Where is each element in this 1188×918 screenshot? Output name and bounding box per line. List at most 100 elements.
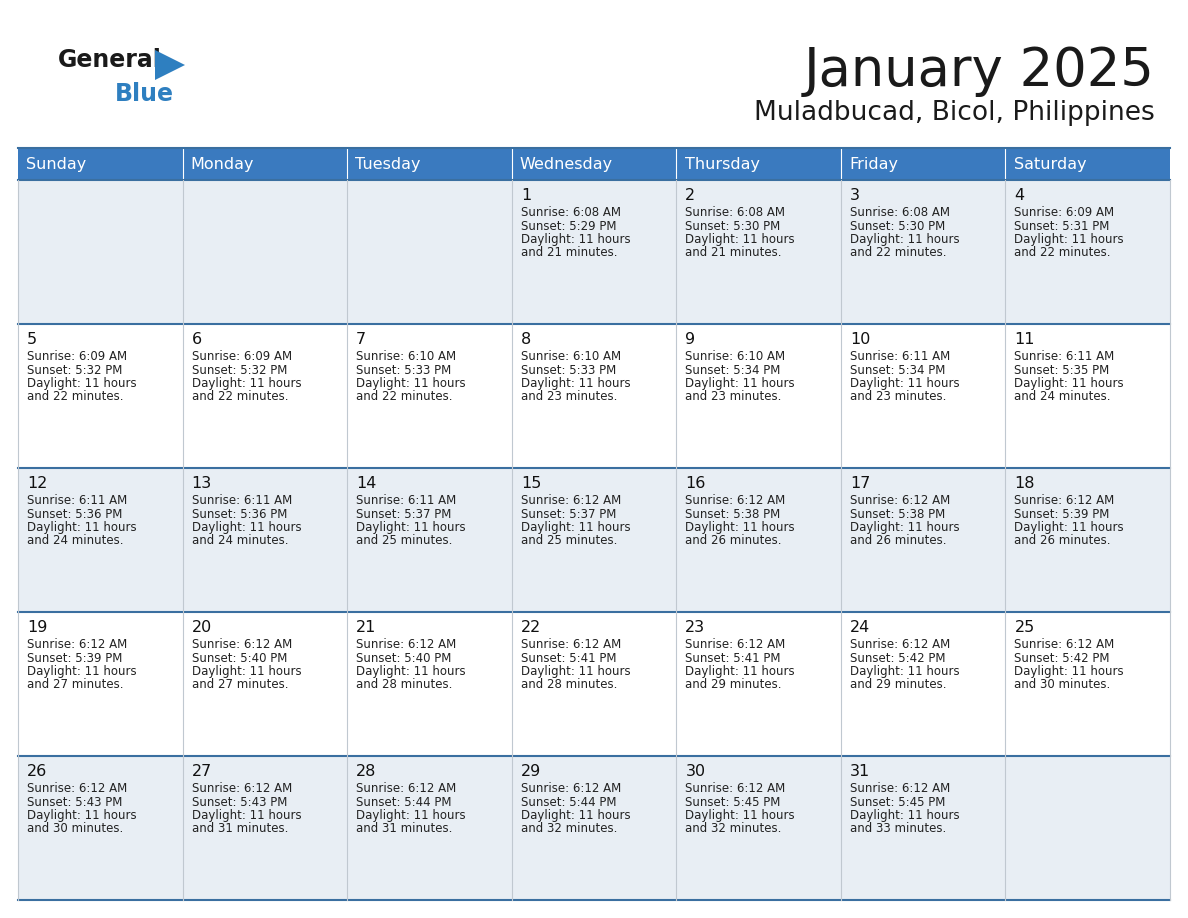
Text: 10: 10 — [849, 332, 871, 347]
Text: Sunrise: 6:11 AM: Sunrise: 6:11 AM — [27, 494, 127, 507]
Text: Sunrise: 6:12 AM: Sunrise: 6:12 AM — [356, 638, 456, 651]
Bar — [841, 148, 1005, 180]
Text: Saturday: Saturday — [1013, 156, 1086, 172]
Text: and 25 minutes.: and 25 minutes. — [356, 534, 453, 547]
Text: Thursday: Thursday — [684, 156, 759, 172]
Text: Sunset: 5:31 PM: Sunset: 5:31 PM — [1015, 219, 1110, 232]
Text: Daylight: 11 hours: Daylight: 11 hours — [849, 809, 960, 822]
Text: and 24 minutes.: and 24 minutes. — [1015, 390, 1111, 404]
Text: Daylight: 11 hours: Daylight: 11 hours — [849, 377, 960, 390]
Text: and 24 minutes.: and 24 minutes. — [191, 534, 289, 547]
Text: 16: 16 — [685, 476, 706, 491]
Text: and 30 minutes.: and 30 minutes. — [27, 823, 124, 835]
Text: and 22 minutes.: and 22 minutes. — [191, 390, 289, 404]
Text: 1: 1 — [520, 188, 531, 203]
Text: 27: 27 — [191, 764, 211, 779]
Text: and 23 minutes.: and 23 minutes. — [685, 390, 782, 404]
Text: and 23 minutes.: and 23 minutes. — [849, 390, 947, 404]
Text: 22: 22 — [520, 620, 541, 635]
Text: Sunset: 5:32 PM: Sunset: 5:32 PM — [27, 364, 122, 376]
Text: and 22 minutes.: and 22 minutes. — [1015, 247, 1111, 260]
Bar — [18, 468, 1170, 612]
Text: Sunday: Sunday — [26, 156, 87, 172]
Text: Sunrise: 6:10 AM: Sunrise: 6:10 AM — [520, 350, 621, 363]
Text: and 33 minutes.: and 33 minutes. — [849, 823, 946, 835]
Bar — [676, 148, 841, 180]
Text: and 28 minutes.: and 28 minutes. — [356, 678, 453, 691]
Text: 19: 19 — [27, 620, 48, 635]
Text: Sunrise: 6:12 AM: Sunrise: 6:12 AM — [849, 638, 950, 651]
Text: Sunset: 5:40 PM: Sunset: 5:40 PM — [191, 652, 287, 665]
Text: Sunset: 5:32 PM: Sunset: 5:32 PM — [191, 364, 287, 376]
Text: Daylight: 11 hours: Daylight: 11 hours — [685, 665, 795, 678]
Text: Sunrise: 6:12 AM: Sunrise: 6:12 AM — [685, 638, 785, 651]
Text: Sunset: 5:33 PM: Sunset: 5:33 PM — [356, 364, 451, 376]
Text: Sunrise: 6:12 AM: Sunrise: 6:12 AM — [849, 782, 950, 795]
Text: 3: 3 — [849, 188, 860, 203]
Text: Sunset: 5:38 PM: Sunset: 5:38 PM — [685, 508, 781, 521]
Text: Sunrise: 6:08 AM: Sunrise: 6:08 AM — [685, 206, 785, 219]
Text: Muladbucad, Bicol, Philippines: Muladbucad, Bicol, Philippines — [754, 100, 1155, 126]
Text: Wednesday: Wednesday — [520, 156, 613, 172]
Text: Sunset: 5:37 PM: Sunset: 5:37 PM — [520, 508, 617, 521]
Bar — [18, 180, 1170, 324]
Text: Sunrise: 6:10 AM: Sunrise: 6:10 AM — [356, 350, 456, 363]
Text: Sunrise: 6:12 AM: Sunrise: 6:12 AM — [1015, 638, 1114, 651]
Text: Sunrise: 6:09 AM: Sunrise: 6:09 AM — [191, 350, 292, 363]
Text: Sunrise: 6:09 AM: Sunrise: 6:09 AM — [1015, 206, 1114, 219]
Text: 12: 12 — [27, 476, 48, 491]
Text: Sunset: 5:42 PM: Sunset: 5:42 PM — [1015, 652, 1110, 665]
Text: and 29 minutes.: and 29 minutes. — [849, 678, 947, 691]
Text: and 25 minutes.: and 25 minutes. — [520, 534, 617, 547]
Text: and 32 minutes.: and 32 minutes. — [685, 823, 782, 835]
Polygon shape — [154, 50, 185, 80]
Text: and 22 minutes.: and 22 minutes. — [356, 390, 453, 404]
Bar — [1005, 148, 1170, 180]
Text: Daylight: 11 hours: Daylight: 11 hours — [356, 809, 466, 822]
Text: and 26 minutes.: and 26 minutes. — [1015, 534, 1111, 547]
Text: Sunrise: 6:11 AM: Sunrise: 6:11 AM — [356, 494, 456, 507]
Text: Daylight: 11 hours: Daylight: 11 hours — [1015, 521, 1124, 534]
Text: Sunset: 5:43 PM: Sunset: 5:43 PM — [191, 796, 287, 809]
Text: General: General — [58, 48, 162, 72]
Text: Sunrise: 6:12 AM: Sunrise: 6:12 AM — [685, 782, 785, 795]
Text: 28: 28 — [356, 764, 377, 779]
Text: 20: 20 — [191, 620, 211, 635]
Text: and 22 minutes.: and 22 minutes. — [27, 390, 124, 404]
Text: Sunrise: 6:12 AM: Sunrise: 6:12 AM — [191, 638, 292, 651]
Text: 14: 14 — [356, 476, 377, 491]
Text: Sunset: 5:36 PM: Sunset: 5:36 PM — [191, 508, 287, 521]
Text: Sunrise: 6:08 AM: Sunrise: 6:08 AM — [520, 206, 621, 219]
Text: 13: 13 — [191, 476, 211, 491]
Text: Daylight: 11 hours: Daylight: 11 hours — [356, 665, 466, 678]
Text: Daylight: 11 hours: Daylight: 11 hours — [849, 665, 960, 678]
Text: Daylight: 11 hours: Daylight: 11 hours — [356, 377, 466, 390]
Text: Daylight: 11 hours: Daylight: 11 hours — [849, 233, 960, 246]
Text: 18: 18 — [1015, 476, 1035, 491]
Text: and 27 minutes.: and 27 minutes. — [27, 678, 124, 691]
Text: 7: 7 — [356, 332, 366, 347]
Text: Friday: Friday — [849, 156, 898, 172]
Text: Daylight: 11 hours: Daylight: 11 hours — [1015, 665, 1124, 678]
Text: Daylight: 11 hours: Daylight: 11 hours — [191, 665, 302, 678]
Text: Monday: Monday — [191, 156, 254, 172]
Text: Daylight: 11 hours: Daylight: 11 hours — [1015, 377, 1124, 390]
Text: Sunrise: 6:12 AM: Sunrise: 6:12 AM — [520, 494, 621, 507]
Text: Daylight: 11 hours: Daylight: 11 hours — [27, 665, 137, 678]
Text: Sunrise: 6:12 AM: Sunrise: 6:12 AM — [520, 782, 621, 795]
Text: Daylight: 11 hours: Daylight: 11 hours — [520, 809, 631, 822]
Bar — [18, 148, 183, 180]
Text: Daylight: 11 hours: Daylight: 11 hours — [685, 521, 795, 534]
Text: Sunrise: 6:12 AM: Sunrise: 6:12 AM — [520, 638, 621, 651]
Text: Daylight: 11 hours: Daylight: 11 hours — [191, 377, 302, 390]
Text: 4: 4 — [1015, 188, 1024, 203]
Text: and 27 minutes.: and 27 minutes. — [191, 678, 289, 691]
Text: and 21 minutes.: and 21 minutes. — [685, 247, 782, 260]
Text: Sunset: 5:37 PM: Sunset: 5:37 PM — [356, 508, 451, 521]
Text: Daylight: 11 hours: Daylight: 11 hours — [685, 809, 795, 822]
Text: 25: 25 — [1015, 620, 1035, 635]
Text: 30: 30 — [685, 764, 706, 779]
Text: Sunset: 5:45 PM: Sunset: 5:45 PM — [849, 796, 946, 809]
Text: Sunset: 5:36 PM: Sunset: 5:36 PM — [27, 508, 122, 521]
Bar — [18, 324, 1170, 468]
